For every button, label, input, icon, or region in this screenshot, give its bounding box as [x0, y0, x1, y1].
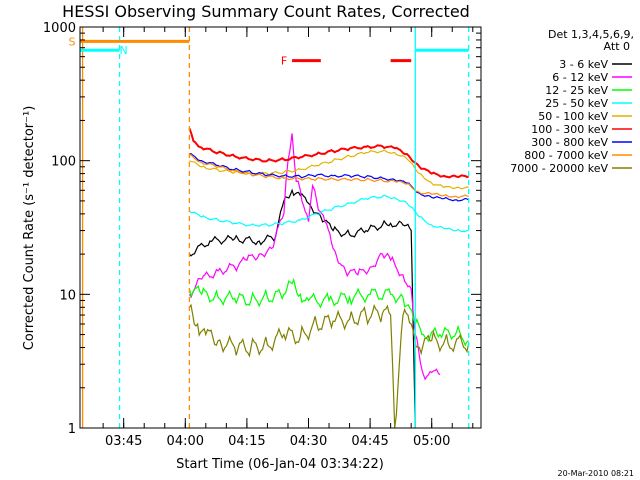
series-line-25-50-kev	[188, 194, 469, 233]
x-tick-label: 04:15	[228, 434, 265, 449]
x-tick-label: 03:45	[105, 434, 142, 449]
series-line-6-12-kev	[188, 133, 441, 381]
y-tick-label: 100	[51, 155, 76, 170]
series-line-100-300-kev	[188, 127, 469, 179]
legend-label-50-100-kev: 50 - 100 keV	[538, 110, 608, 123]
x-tick-label: 05:00	[413, 434, 450, 449]
x-tick-label: 04:30	[290, 434, 327, 449]
annotation-label-n: N	[119, 44, 127, 57]
series-line-300-800-kev	[189, 153, 469, 202]
y-tick-label: 10	[59, 288, 76, 303]
x-axis-label: Start Time (06-Jan-04 03:34:22)	[176, 457, 384, 472]
chart-title: HESSI Observing Summary Count Rates, Cor…	[62, 2, 470, 21]
series-line-12-25-kev	[188, 277, 470, 347]
y-tick-label: 1	[68, 422, 76, 437]
legend-header-line-2: Att 0	[604, 40, 630, 53]
x-tick-label: 04:45	[351, 434, 388, 449]
y-axis: 1 10 100 1000	[43, 21, 481, 437]
legend-label-100-300-kev: 100 - 300 keV	[531, 123, 608, 136]
legend-label-25-50-kev: 25 - 50 keV	[545, 97, 608, 110]
plot-area: S N F	[69, 27, 470, 429]
legend-label-800-7000-kev: 800 - 7000 keV	[524, 149, 608, 162]
series-line-50-100-kev	[189, 149, 469, 190]
annotation-label-s: S	[69, 35, 76, 48]
legend-label-300-800-kev: 300 - 800 keV	[531, 136, 608, 149]
y-axis-label: Corrected Count Rate (s⁻¹ detector⁻¹)	[22, 106, 37, 351]
legend-label-6-12-kev: 6 - 12 keV	[552, 71, 608, 84]
legend-label-7000-20000-kev: 7000 - 20000 keV	[510, 162, 608, 175]
plot-frame	[79, 26, 482, 429]
annotation-label-f: F	[281, 55, 287, 68]
series-line-7000-20000-kev	[188, 303, 470, 429]
legend-header-line-1: Det 1,3,4,5,6,9,	[548, 28, 634, 41]
legend-label-12-25-kev: 12 - 25 keV	[545, 84, 608, 97]
y-tick-label: 1000	[43, 21, 76, 36]
legend-label-3-6-kev: 3 - 6 keV	[559, 58, 608, 71]
x-axis: 03:45 04:00 04:15 04:30 04:45 05:00	[102, 27, 474, 449]
series-line-800-7000-kev	[189, 154, 469, 199]
timestamp: 20-Mar-2010 08:21	[558, 469, 635, 478]
x-tick-label: 04:00	[167, 434, 204, 449]
series-line-3-6-kev	[188, 188, 416, 429]
